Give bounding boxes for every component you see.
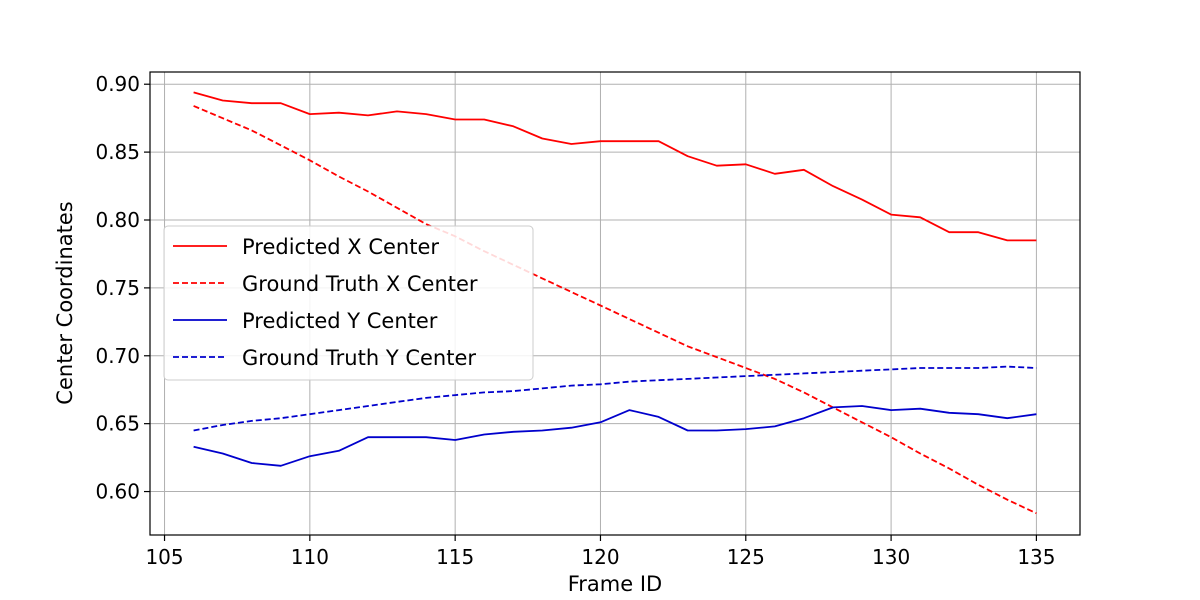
- y-tick-label: 0.75: [95, 276, 140, 300]
- plot-frame: [149, 71, 1081, 536]
- legend-box: [163, 225, 534, 381]
- y-tick-label: 0.85: [95, 140, 140, 164]
- series-lines: [193, 91, 1037, 515]
- legend-entry: Ground Truth X Center: [242, 272, 478, 296]
- y-tick-label: 0.70: [95, 344, 140, 368]
- legend-entry: Predicted Y Center: [242, 309, 438, 333]
- legend-entry: Predicted X Center: [242, 235, 439, 259]
- x-tick-label: 110: [291, 545, 329, 569]
- y-tick-label: 0.65: [95, 412, 140, 436]
- x-tick-label: 105: [145, 545, 183, 569]
- x-tick-label: 130: [872, 545, 910, 569]
- x-axis-label: Frame ID: [568, 572, 662, 596]
- series-line-3: [193, 365, 1037, 432]
- x-tick-label: 125: [727, 545, 765, 569]
- series-line-1: [193, 105, 1037, 515]
- series-line-0: [193, 91, 1037, 242]
- y-tick-label: 0.90: [95, 72, 140, 96]
- y-tick-label: 0.80: [95, 208, 140, 232]
- x-axis: 105 110 115 120 125 130 135: [145, 535, 1056, 569]
- x-tick-label: 120: [581, 545, 619, 569]
- x-tick-label: 115: [436, 545, 474, 569]
- series-line-2: [193, 405, 1037, 467]
- y-axis-label: Center Coordinates: [53, 201, 77, 404]
- legend: Predicted X Center Ground Truth X Center P…: [163, 225, 534, 381]
- legend-entry: Ground Truth Y Center: [242, 346, 476, 370]
- y-tick-label: 0.60: [95, 480, 140, 504]
- x-tick-label: 135: [1017, 545, 1055, 569]
- y-axis: 0.60 0.65 0.70 0.75 0.80 0.85 0.90: [95, 72, 150, 504]
